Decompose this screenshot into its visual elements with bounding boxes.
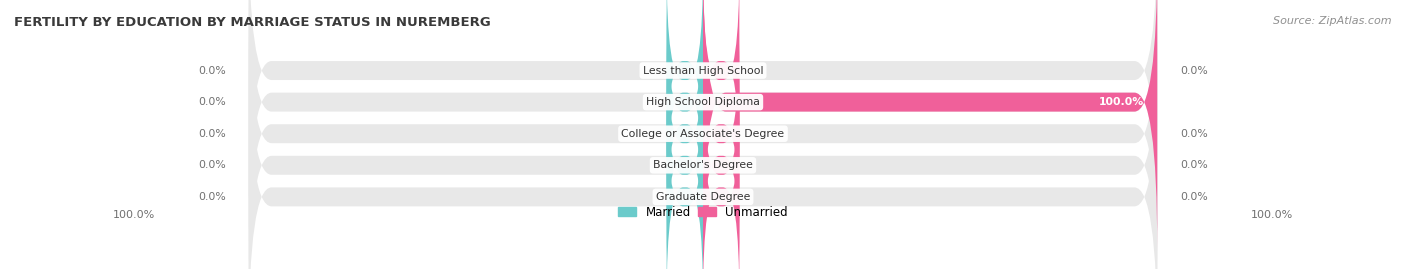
Text: 0.0%: 0.0% — [198, 66, 226, 76]
FancyBboxPatch shape — [249, 0, 1157, 269]
FancyBboxPatch shape — [666, 30, 703, 238]
Text: 0.0%: 0.0% — [198, 97, 226, 107]
FancyBboxPatch shape — [249, 0, 1157, 251]
Text: 0.0%: 0.0% — [1180, 192, 1208, 202]
FancyBboxPatch shape — [666, 0, 703, 206]
Text: 100.0%: 100.0% — [1098, 97, 1143, 107]
Text: 0.0%: 0.0% — [1180, 66, 1208, 76]
Legend: Married, Unmarried: Married, Unmarried — [613, 201, 793, 223]
Text: 0.0%: 0.0% — [1180, 129, 1208, 139]
FancyBboxPatch shape — [666, 93, 703, 269]
Text: 100.0%: 100.0% — [1251, 210, 1294, 220]
Text: 0.0%: 0.0% — [198, 160, 226, 170]
FancyBboxPatch shape — [249, 48, 1157, 269]
Text: 0.0%: 0.0% — [1180, 160, 1208, 170]
Text: 100.0%: 100.0% — [112, 210, 155, 220]
Text: 0.0%: 0.0% — [198, 192, 226, 202]
Text: Less than High School: Less than High School — [643, 66, 763, 76]
FancyBboxPatch shape — [703, 0, 1157, 251]
FancyBboxPatch shape — [703, 93, 740, 269]
FancyBboxPatch shape — [666, 61, 703, 269]
Text: Bachelor's Degree: Bachelor's Degree — [652, 160, 754, 170]
Text: Graduate Degree: Graduate Degree — [655, 192, 751, 202]
FancyBboxPatch shape — [703, 0, 740, 175]
Text: College or Associate's Degree: College or Associate's Degree — [621, 129, 785, 139]
FancyBboxPatch shape — [703, 61, 740, 269]
FancyBboxPatch shape — [703, 30, 740, 238]
Text: 0.0%: 0.0% — [198, 129, 226, 139]
Text: High School Diploma: High School Diploma — [647, 97, 759, 107]
FancyBboxPatch shape — [249, 17, 1157, 269]
FancyBboxPatch shape — [666, 0, 703, 175]
Text: Source: ZipAtlas.com: Source: ZipAtlas.com — [1274, 16, 1392, 26]
Text: FERTILITY BY EDUCATION BY MARRIAGE STATUS IN NUREMBERG: FERTILITY BY EDUCATION BY MARRIAGE STATU… — [14, 16, 491, 29]
FancyBboxPatch shape — [249, 0, 1157, 219]
